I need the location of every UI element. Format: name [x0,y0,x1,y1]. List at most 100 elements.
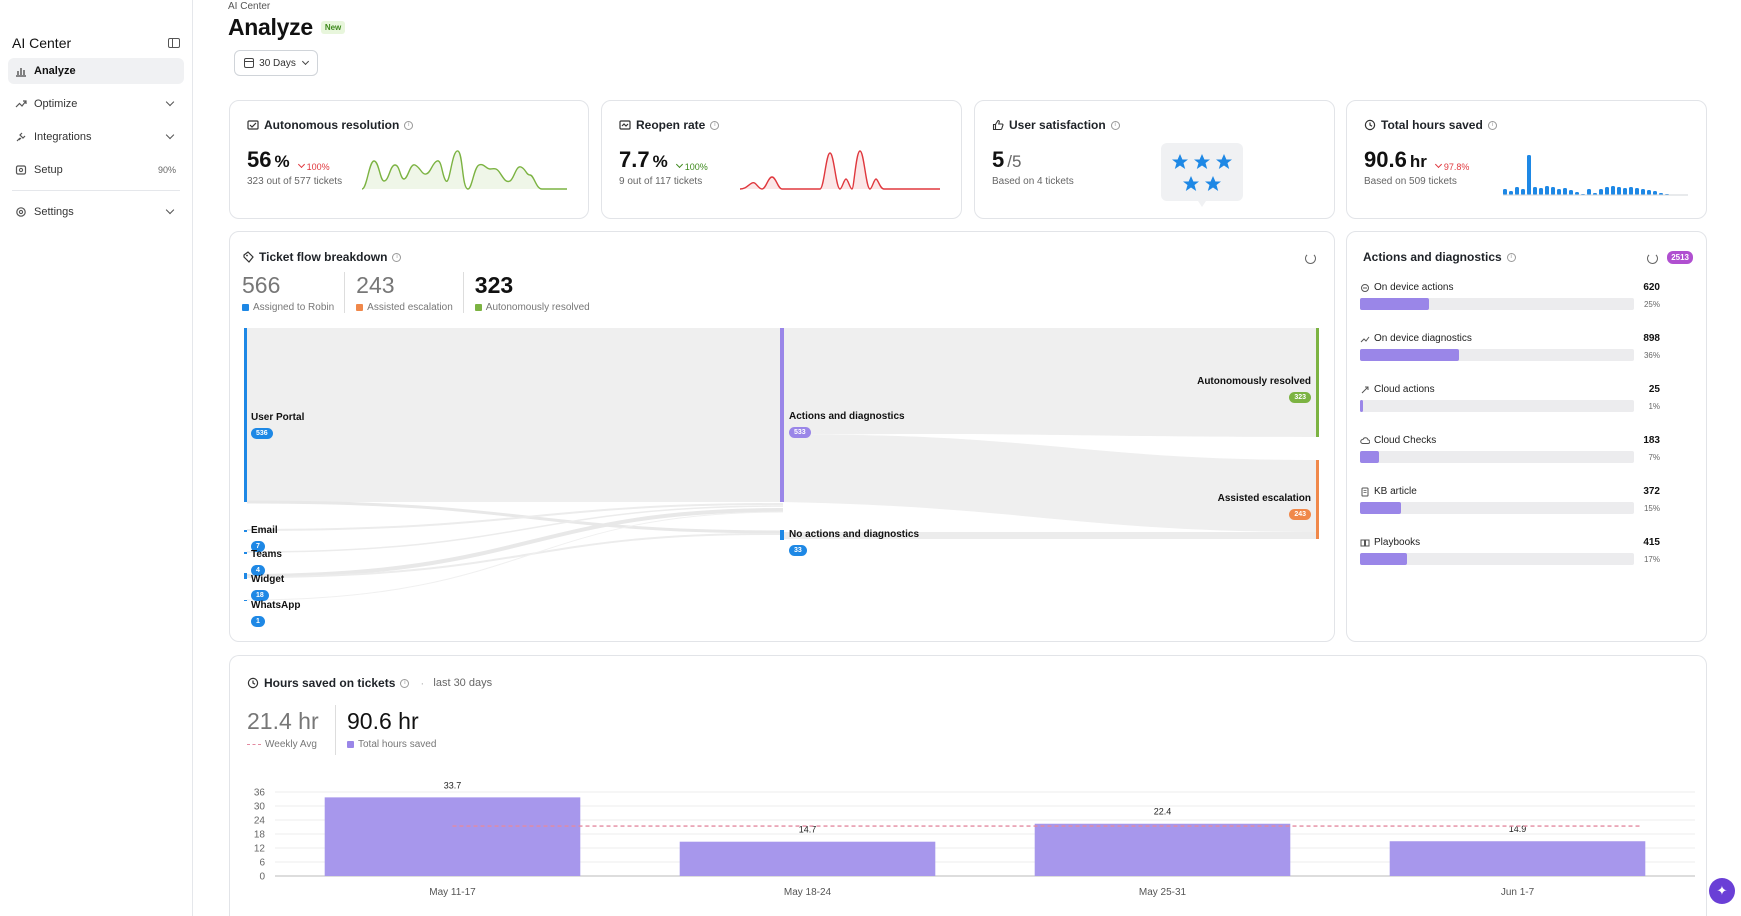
cloud-action-icon [1360,385,1370,395]
flow-stat-value: 243 [356,272,395,298]
action-bar-row: 25% [1360,298,1660,310]
settings-icon [15,206,27,218]
action-percent: 1% [1648,401,1660,411]
action-row[interactable]: On device diagnostics 898 36% [1360,333,1660,361]
trend-icon [15,98,27,110]
kpi-title-text: Total hours saved [1381,118,1483,132]
bar[interactable] [1034,823,1291,876]
kpi-title: Reopen rate i [619,118,720,132]
date-range-dropdown[interactable]: 30 Days [234,50,318,76]
action-row[interactable]: Cloud Checks 183 7% [1360,435,1660,463]
kpi-number: 5 [992,147,1005,172]
refresh-icon[interactable] [1647,253,1658,264]
sankey-count-user-portal: 536 [251,428,273,439]
y-tick-label: 0 [259,872,265,883]
kpi-unit: hr [1409,152,1427,171]
actions-title: Actions and diagnostics i [1363,250,1516,264]
flow-stat-label-text: Assisted escalation [367,302,453,313]
page-title-text: Analyze [228,14,313,40]
info-icon[interactable]: i [1487,120,1497,130]
kpi-value: 90.6 hr 97.8% [1364,147,1469,173]
flow-stat-value: 323 [474,272,514,298]
inbox-check-icon [247,119,259,131]
arrow-down-icon [1434,160,1442,169]
sankey-link-actions-resolved [783,328,1318,437]
action-name: On device diagnostics [1360,333,1472,344]
info-icon[interactable]: i [392,252,402,262]
action-bar-track [1360,400,1634,412]
action-bar-track [1360,298,1634,310]
sidebar-item-optimize[interactable]: Optimize [8,91,184,117]
sidebar-title: AI Center [12,34,72,51]
action-row[interactable]: Cloud actions 25 1% [1360,384,1660,412]
sidebar-divider [12,190,180,191]
action-row-header: Cloud Checks 183 [1360,435,1660,446]
sankey-node-no-actions [780,530,784,540]
action-row[interactable]: On device actions 620 25% [1360,282,1660,310]
info-icon[interactable]: i [400,678,410,688]
sidebar-item-integrations[interactable]: Integrations [8,124,184,150]
flow-stat-label-text: Assigned to Robin [253,302,335,313]
info-icon[interactable]: i [404,120,414,130]
info-icon[interactable]: i [1110,120,1120,130]
bar[interactable] [324,797,581,876]
ai-assistant-button[interactable]: ✦ [1709,878,1735,904]
sankey-count-widget: 18 [251,590,269,601]
sparkline-bar [1641,189,1645,195]
breadcrumb[interactable]: AI Center [228,1,271,12]
sparkline-bar [1563,188,1567,195]
sparkline-bar [1575,192,1579,195]
action-bar-fill [1360,298,1429,310]
sidebar-item-settings[interactable]: Settings [8,199,184,225]
bar[interactable] [679,841,936,876]
sparkline-bar [1653,191,1657,195]
stars-icon [1172,154,1232,207]
sparkline-bar [1647,190,1651,195]
sankey-link-widget-noactions [246,532,784,578]
action-bar-track [1360,502,1634,514]
sidebar: AI Center Analyze Optimize Integrations … [0,0,193,916]
chevron-down-icon [301,57,309,66]
info-icon[interactable]: i [710,120,720,130]
info-icon[interactable]: i [1506,252,1516,262]
chevron-down-icon [165,205,175,215]
refresh-icon[interactable] [1305,253,1316,264]
action-row[interactable]: KB article 372 15% [1360,486,1660,514]
sparkline-bar [1587,189,1591,195]
bar-chart-icon [15,65,27,77]
kpi-delta: 100% [675,160,708,172]
plug-icon [15,131,27,143]
arrow-down-icon [675,160,683,169]
weekly-avg-label: Weekly Avg [247,739,319,750]
sparkline-bar [1533,187,1537,195]
sankey-link-portal-noactions [246,500,784,534]
actions-diagnostics-card: Actions and diagnostics i 2513 On device… [1346,231,1707,642]
device-action-icon [1360,283,1370,293]
kpi-card-user-satisfaction: User satisfaction i 5 /5 Based on 4 tick… [974,100,1335,219]
action-percent: 7% [1648,452,1660,462]
sparkline-bar [1623,188,1627,195]
ticket-flow-stats: 566 Assigned to Robin 243 Assisted escal… [242,272,611,313]
legend-swatch [242,304,249,311]
y-tick-label: 18 [254,830,266,841]
flow-stat-label-text: Autonomously resolved [485,302,590,313]
ticket-flow-title-text: Ticket flow breakdown [259,250,388,264]
sidebar-item-label: Analyze [34,65,76,77]
action-bar-row: 15% [1360,502,1660,514]
sparkline-bar [1617,187,1621,195]
sparkle-icon: ✦ [1716,883,1728,898]
action-row[interactable]: Playbooks 415 17% [1360,537,1660,565]
hours-title-text: Hours saved on tickets [264,676,396,690]
y-tick-label: 12 [254,844,266,855]
sparkline-bar [1551,187,1555,195]
flow-stat-assigned: 566 Assigned to Robin [242,272,346,313]
sidebar-item-analyze[interactable]: Analyze [8,58,184,84]
bar[interactable] [1389,841,1646,876]
flow-stat-escalation: 243 Assisted escalation [356,272,464,313]
sidebar-item-setup[interactable]: Setup 90% [8,157,184,183]
action-label: Playbooks [1374,537,1421,548]
action-value: 372 [1643,486,1660,497]
sidebar-toggle-icon[interactable] [168,37,180,48]
action-bar-row: 17% [1360,553,1660,565]
action-label: On device actions [1374,282,1454,293]
